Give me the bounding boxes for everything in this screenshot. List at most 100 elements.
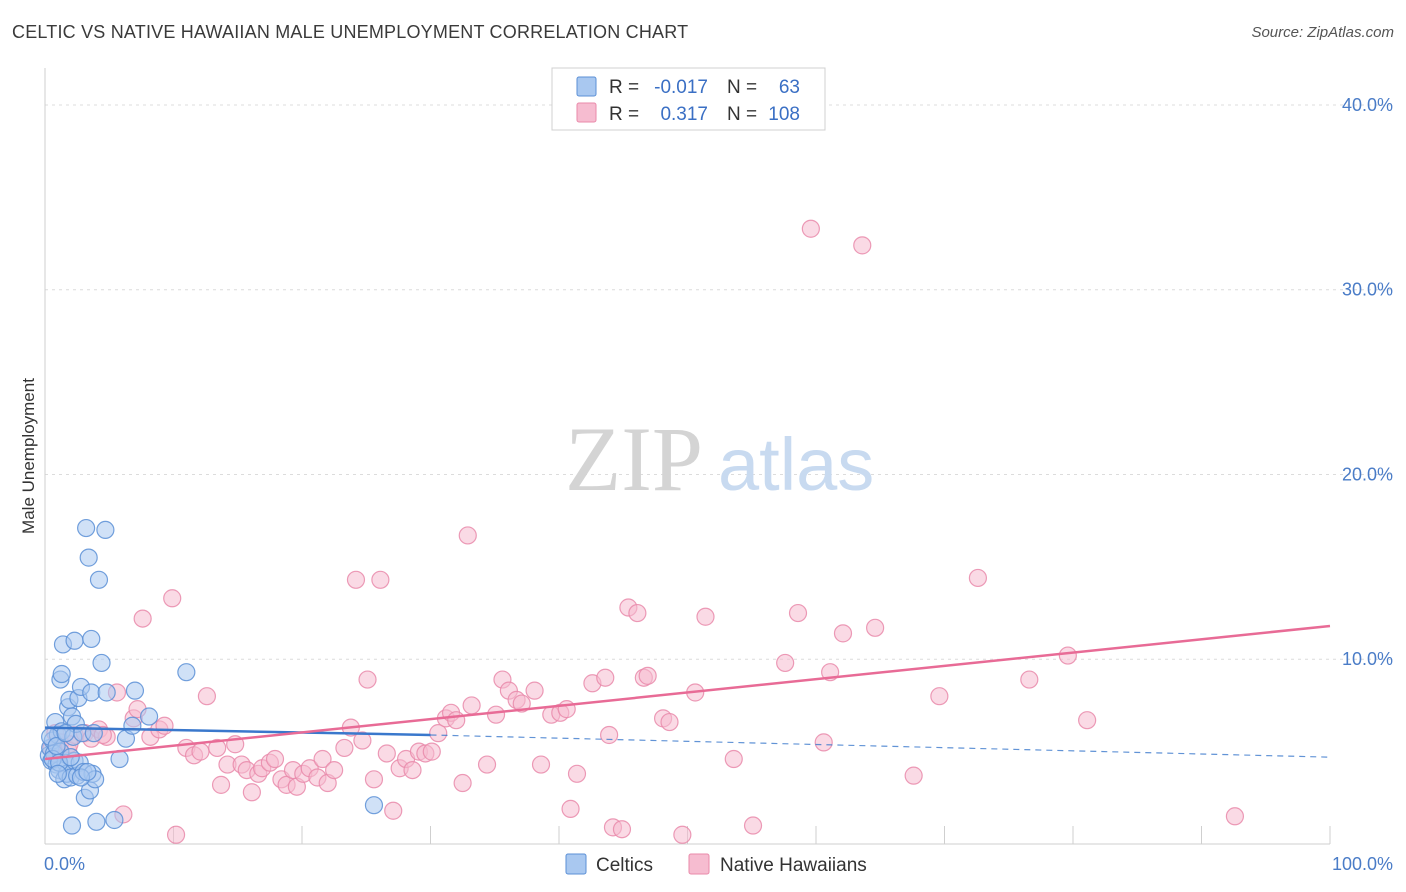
hawaiian-point-17 <box>163 589 182 608</box>
hawaiian-point-100 <box>833 624 853 643</box>
hawaiian-point-72 <box>525 681 544 700</box>
legend-r-value-hawaiian: 0.317 <box>660 104 708 125</box>
hawaiian-point-67 <box>486 705 506 724</box>
y-tick-labels: 10.0% 20.0% 30.0% 40.0% <box>1342 95 1393 669</box>
celtic-point-42 <box>89 570 109 589</box>
celtic-point-37 <box>82 683 101 702</box>
hawaiian-point-85 <box>628 603 647 623</box>
bottom-legend-swatch-celtic <box>565 853 587 875</box>
hawaiian-point-33 <box>265 749 285 769</box>
hawaiian-point-94 <box>743 816 763 835</box>
hawaiian-point-46 <box>346 570 366 589</box>
hawaiian-point-59 <box>429 724 448 743</box>
hawaiian-point-44 <box>335 738 354 758</box>
celtic-point-50 <box>125 681 145 700</box>
hawaiian-point-98 <box>814 733 833 752</box>
legend-n-value-hawaiian: 108 <box>768 104 800 125</box>
legend-r-label-celtic: R = <box>609 77 639 98</box>
celtic-point-25 <box>62 816 82 835</box>
celtic-point-46 <box>105 810 124 830</box>
legend-n-value-celtic: 63 <box>779 77 800 98</box>
y-tick-label-0: 10.0% <box>1342 649 1393 669</box>
hawaiian-point-89 <box>660 712 679 732</box>
bottom-legend-label-hawaiian: Native Hawaiians <box>720 855 867 876</box>
celtic-point-34 <box>79 548 98 567</box>
y-tick-label-2: 30.0% <box>1342 280 1393 300</box>
watermark-zip: ZIP <box>565 408 703 510</box>
celtic-point-49 <box>123 716 142 735</box>
x-tick-label-1: 100.0% <box>1332 854 1393 874</box>
hawaiian-point-71 <box>512 694 531 713</box>
hawaiian-point-104 <box>930 687 949 706</box>
hawaiian-point-107 <box>1058 646 1077 665</box>
hawaiian-point-49 <box>364 770 384 789</box>
celtic-point-36 <box>82 629 101 649</box>
legend: R = -0.017 N = 63 R = 0.317 N = 108 <box>551 67 826 131</box>
hawaiian-point-47 <box>353 731 372 750</box>
hawaiian-points <box>42 219 1245 844</box>
watermark: ZIP atlas <box>565 408 874 510</box>
legend-r-label-hawaiian: R = <box>609 104 639 125</box>
hawaiian-point-18 <box>166 825 186 844</box>
watermark-atlas: atlas <box>718 423 874 506</box>
trend-lines <box>44 624 1331 761</box>
legend-n-label-hawaiian: N = <box>727 104 757 125</box>
celtic-point-41 <box>87 812 106 831</box>
hawaiian-point-73 <box>531 755 551 774</box>
hawaiian-point-58 <box>422 742 441 761</box>
legend-swatch-hawaiian <box>576 102 597 123</box>
celtic-point-26 <box>65 631 84 650</box>
hawaiian-point-13 <box>133 609 152 628</box>
hawaiian-point-22 <box>197 687 217 706</box>
hawaiian-point-41 <box>313 749 332 769</box>
celtic-trend-line-extension <box>430 734 1331 758</box>
celtic-trend-line <box>44 726 431 737</box>
y-tick-label-1: 20.0% <box>1342 464 1393 484</box>
legend-swatch-celtic <box>576 76 597 97</box>
celtic-points <box>39 518 384 835</box>
hawaiian-point-83 <box>612 820 632 839</box>
hawaiian-point-52 <box>384 801 403 820</box>
celtic-point-51 <box>139 707 159 726</box>
x-tick-label-0: 0.0% <box>44 854 85 874</box>
hawaiian-trend-line <box>44 624 1331 761</box>
hawaiian-point-105 <box>968 568 988 588</box>
celtic-point-62 <box>48 764 67 783</box>
hawaiian-point-24 <box>211 775 231 794</box>
hawaiian-point-21 <box>191 742 210 761</box>
hawaiian-point-87 <box>638 666 657 685</box>
hawaiian-point-95 <box>776 653 795 673</box>
celtic-point-53 <box>364 796 384 815</box>
hawaiian-point-63 <box>453 773 472 793</box>
legend-box <box>551 67 826 131</box>
bottom-legend-swatch-hawaiian <box>688 853 710 875</box>
celtic-point-45 <box>97 683 116 702</box>
x-tick-labels: 0.0% 100.0% <box>44 854 1393 874</box>
hawaiian-point-64 <box>458 526 477 545</box>
celtic-point-44 <box>96 520 115 540</box>
hawaiian-point-48 <box>358 670 377 689</box>
hawaiian-point-109 <box>1225 807 1245 826</box>
source-label: Source: ZipAtlas.com <box>1251 24 1394 41</box>
celtic-point-33 <box>77 518 96 538</box>
grid-lines <box>45 104 1394 660</box>
celtic-point-61 <box>78 762 97 782</box>
legend-n-label-celtic: N = <box>727 77 757 98</box>
hawaiian-point-55 <box>403 760 422 780</box>
hawaiian-point-101 <box>853 236 872 255</box>
celtic-point-43 <box>92 653 111 673</box>
hawaiian-point-80 <box>596 668 615 687</box>
hawaiian-point-66 <box>477 755 497 774</box>
hawaiian-point-92 <box>696 607 715 626</box>
hawaiian-point-81 <box>600 725 619 745</box>
hawaiian-point-78 <box>567 764 587 783</box>
bottom-legend-label-celtic: Celtics <box>596 855 653 876</box>
hawaiian-point-65 <box>462 696 481 715</box>
celtic-point-52 <box>177 663 196 682</box>
hawaiian-point-51 <box>377 744 396 763</box>
hawaiian-point-62 <box>447 711 466 730</box>
hawaiian-point-50 <box>371 570 390 589</box>
hawaiian-point-43 <box>325 760 344 780</box>
hawaiian-point-90 <box>673 825 692 844</box>
